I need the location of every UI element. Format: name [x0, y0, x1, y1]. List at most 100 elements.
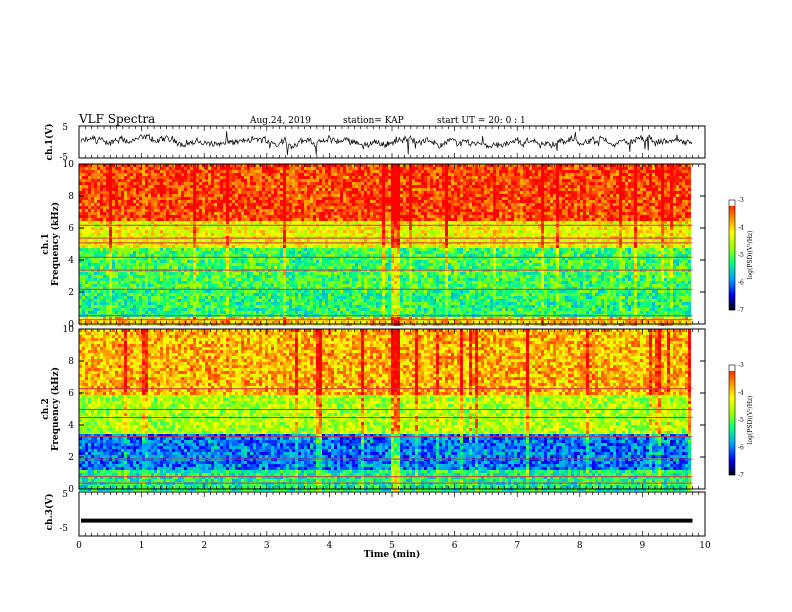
spectrogram-cell [346, 200, 349, 203]
spectrogram-cell [85, 209, 88, 212]
spectrogram-cell [292, 200, 295, 203]
spectrogram-cell [349, 272, 352, 275]
spectrogram-cell [340, 308, 343, 311]
spectrogram-cell [109, 305, 112, 308]
spectrogram-cell [223, 221, 226, 224]
spectrogram-cell [226, 233, 229, 236]
spectrogram-cell [223, 245, 226, 248]
spectrogram-cell [310, 209, 313, 212]
spectrogram-cell [97, 257, 100, 260]
spectrogram-cell [292, 206, 295, 209]
spectrogram-cell [355, 188, 358, 191]
spectrogram-cell [79, 266, 82, 269]
spectrogram-cell [271, 188, 274, 191]
spectrogram-cell [115, 194, 118, 197]
spectrogram-cell [82, 299, 85, 302]
spectrogram-cell [136, 248, 139, 251]
spectrogram-cell [130, 260, 133, 263]
spectrogram-cell [145, 305, 148, 308]
spectrogram-cell [271, 299, 274, 302]
spectrogram-cell [208, 233, 211, 236]
spectrogram-cell [205, 164, 208, 167]
spectrogram-cell [172, 299, 175, 302]
spectrogram-cell [175, 221, 178, 224]
spectrogram-cell [289, 266, 292, 269]
spectrogram-cell [301, 236, 304, 239]
spectrogram-cell [148, 311, 151, 314]
spectrogram-cell [139, 188, 142, 191]
spectrogram-cell [88, 194, 91, 197]
spectrogram-cell [88, 254, 91, 257]
spectrogram-cell [337, 308, 340, 311]
spectrogram-cell [115, 215, 118, 218]
spectrogram-cell [223, 227, 226, 230]
spectrogram-cell [145, 290, 148, 293]
spectrogram-cell [157, 188, 160, 191]
spectrogram-cell [235, 230, 238, 233]
spectrogram-cell [277, 167, 280, 170]
spectrogram-cell [85, 254, 88, 257]
spectrogram-cell [160, 272, 163, 275]
spectrogram-cell [121, 227, 124, 230]
spectrogram-cell [298, 290, 301, 293]
spectrogram-cell [118, 236, 121, 239]
spectrogram-cell [157, 233, 160, 236]
spectrogram-cell [349, 215, 352, 218]
spectrogram-cell [277, 317, 280, 320]
spectrogram-cell [259, 188, 262, 191]
spectrogram-cell [289, 191, 292, 194]
spectrogram-cell [328, 281, 331, 284]
spectrogram-cell [136, 200, 139, 203]
spectrogram-cell [295, 308, 298, 311]
spectrogram-cell [94, 188, 97, 191]
spectrogram-cell [115, 179, 118, 182]
spectrogram-cell [94, 191, 97, 194]
spectrogram-cell [205, 284, 208, 287]
spectrogram-cell [208, 320, 211, 323]
spectrogram-cell [112, 305, 115, 308]
spectrogram-cell [289, 170, 292, 173]
spectrogram-cell [340, 185, 343, 188]
spectrogram-cell [103, 308, 106, 311]
spectrogram-cell [175, 170, 178, 173]
spectrogram-cell [265, 272, 268, 275]
spectrogram-cell [94, 284, 97, 287]
spectrogram-cell [271, 305, 274, 308]
spectrogram-cell [310, 272, 313, 275]
spectrogram-cell [163, 179, 166, 182]
spectrogram-cell [265, 317, 268, 320]
spectrogram-cell [175, 248, 178, 251]
spectrogram-cell [274, 233, 277, 236]
spectrogram-cell [100, 206, 103, 209]
spectrogram-cell [292, 257, 295, 260]
spectrogram-cell [85, 317, 88, 320]
spectrogram-cell [130, 185, 133, 188]
spectrogram-cell [349, 194, 352, 197]
spectrogram-cell [160, 248, 163, 251]
spectrogram-cell [103, 320, 106, 323]
spectrogram-cell [238, 296, 241, 299]
spectrogram-cell [292, 266, 295, 269]
spectrogram-cell [346, 248, 349, 251]
spectrogram-cell [139, 176, 142, 179]
spectrogram-cell [310, 293, 313, 296]
spectrogram-cell [124, 218, 127, 221]
spectrogram-cell [133, 251, 136, 254]
spectrogram-cell [304, 212, 307, 215]
spectrogram-cell [289, 227, 292, 230]
spectrogram-cell [127, 290, 130, 293]
spectrogram-cell [181, 179, 184, 182]
spectrogram-cell [217, 167, 220, 170]
spectrogram-cell [193, 191, 196, 194]
spectrogram-cell [316, 296, 319, 299]
spectrogram-cell [85, 182, 88, 185]
spectrogram-cell [169, 179, 172, 182]
spectrogram-cell [139, 182, 142, 185]
spectrogram-cell [91, 236, 94, 239]
spectrogram-cell [244, 206, 247, 209]
spectrogram-cell [232, 197, 235, 200]
spectrogram-cell [271, 263, 274, 266]
spectrogram-cell [82, 293, 85, 296]
spectrogram-cell [295, 257, 298, 260]
spectrogram-cell [325, 308, 328, 311]
